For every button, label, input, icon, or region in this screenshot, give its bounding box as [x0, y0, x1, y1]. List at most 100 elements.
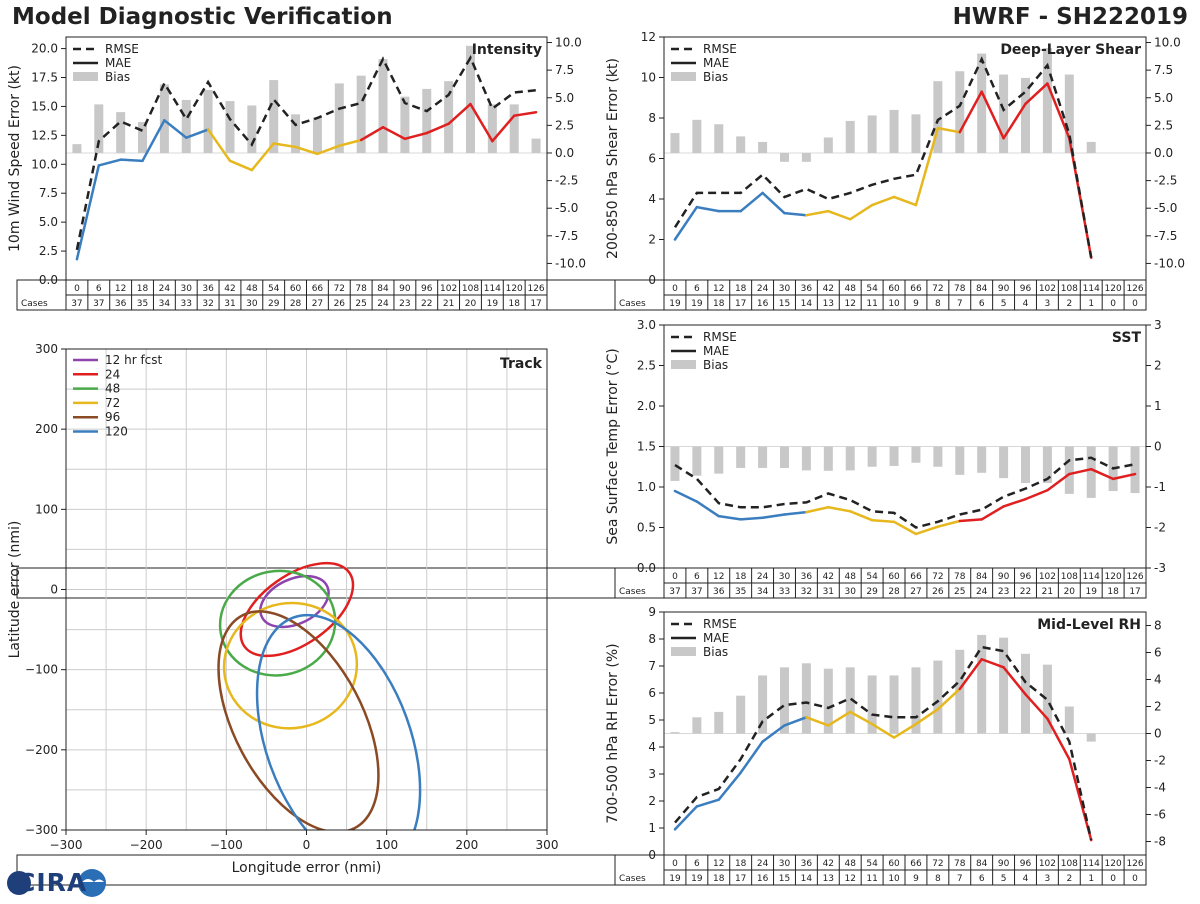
bias-bar	[1021, 78, 1030, 153]
mae-segment	[719, 516, 741, 519]
mae-segment	[960, 519, 982, 521]
y-tick-label: −100	[25, 663, 58, 677]
cases-hour-label: 0	[74, 284, 80, 294]
y2-tick-label: -5.0	[555, 201, 578, 215]
y-tick-label: 2.0	[637, 399, 656, 413]
cases-hour-label: 108	[1061, 859, 1078, 869]
cases-count: 18	[713, 299, 725, 309]
y2-tick-label: 5.0	[555, 91, 574, 105]
cases-hour-label: 12	[713, 572, 724, 582]
legend-label: 96	[105, 410, 120, 424]
legend-label: 48	[105, 382, 120, 396]
y2-tick-label: -10.0	[1154, 256, 1185, 270]
cases-hour-label: 114	[1083, 859, 1100, 869]
cases-hour-label: 72	[932, 572, 943, 582]
y-tick-label: 3.0	[637, 318, 656, 332]
y-tick-label: 12.5	[31, 128, 58, 142]
cases-hour-label: 108	[1061, 572, 1078, 582]
y2-tick-label: 2	[1154, 700, 1162, 714]
cases-hour-label: 0	[672, 859, 678, 869]
cases-count: 8	[935, 874, 941, 884]
cases-hour-label: 60	[888, 572, 900, 582]
bias-bar	[802, 663, 811, 733]
y-tick-label: 4	[648, 192, 656, 206]
bias-bar	[72, 144, 81, 153]
cases-hour-label: 84	[976, 859, 988, 869]
cases-label: Cases	[619, 587, 646, 597]
bias-bar	[1021, 447, 1030, 483]
bias-bar	[1087, 447, 1096, 498]
cases-hour-label: 42	[823, 859, 834, 869]
cases-hour-label: 90	[998, 859, 1010, 869]
legend-bias-label: Bias	[703, 70, 728, 84]
cases-count: 5	[1001, 874, 1007, 884]
bias-bar	[1065, 447, 1074, 494]
cases-hour-label: 18	[137, 284, 149, 294]
y2-tick-label: -8	[1154, 835, 1166, 849]
y2-tick-label: 10.0	[1154, 36, 1181, 50]
bias-bar	[510, 104, 519, 153]
cases-hour-label: 24	[159, 284, 171, 294]
cases-count: 21	[1042, 587, 1053, 597]
cases-hour-label: 108	[462, 284, 479, 294]
y2-tick-label: 7.5	[555, 63, 574, 77]
y-tick-label: 200	[35, 422, 58, 436]
cases-count: 29	[268, 299, 280, 309]
cases-count: 2	[1066, 874, 1072, 884]
cases-hour-label: 42	[823, 284, 834, 294]
legend-mae-label: MAE	[703, 631, 729, 645]
cases-hour-label: 6	[96, 284, 102, 294]
y2-tick-label: 1	[1154, 399, 1162, 413]
cases-hour-label: 36	[801, 284, 813, 294]
x-tick-label: 300	[536, 838, 559, 852]
cases-count: 19	[487, 299, 499, 309]
y-axis-label: 200-850 hPa Shear Error (kt)	[605, 58, 621, 259]
cases-hour-label: 54	[866, 859, 878, 869]
y2-tick-label: 6	[1154, 646, 1162, 660]
y-axis-label: Sea Surface Temp Error (°C)	[605, 348, 621, 544]
y-tick-label: −200	[25, 743, 58, 757]
mae-segment	[719, 773, 741, 800]
cases-hour-label: 48	[845, 572, 857, 582]
cases-hour-label: 18	[735, 284, 747, 294]
legend-rmse-label: RMSE	[703, 42, 737, 56]
bias-bar	[911, 447, 920, 463]
cases-hour-label: 42	[823, 572, 834, 582]
cases-hour-label: 120	[506, 284, 523, 294]
cases-count: 9	[913, 299, 919, 309]
mae-segment	[77, 165, 99, 259]
y-axis-label: Latitude error (nmi)	[7, 521, 23, 659]
cases-hour-label: 90	[998, 284, 1010, 294]
cases-count: 9	[913, 874, 919, 884]
cases-hour-label: 120	[1105, 572, 1122, 582]
y2-tick-label: 0.0	[1154, 146, 1173, 160]
bias-bar	[868, 115, 877, 153]
bias-bar	[400, 97, 409, 153]
cases-count: 37	[71, 299, 82, 309]
cases-hour-label: 60	[888, 859, 900, 869]
cases-label: Cases	[619, 874, 646, 884]
bias-bar	[890, 675, 899, 733]
mae-segment	[806, 507, 828, 512]
cases-count: 37	[691, 587, 702, 597]
cases-hour-label: 12	[713, 859, 724, 869]
cases-count: 23	[998, 587, 1009, 597]
y-tick-label: 2.5	[637, 359, 656, 373]
bias-bar	[422, 89, 431, 153]
cases-hour-label: 96	[1020, 859, 1032, 869]
y-tick-label: 7	[648, 659, 656, 673]
cases-count: 30	[845, 587, 857, 597]
y2-tick-label: 5.0	[1154, 91, 1173, 105]
legend-bias-swatch	[671, 647, 696, 656]
x-tick-label: −100	[210, 838, 243, 852]
y2-tick-label: 0	[1154, 727, 1162, 741]
cases-count: 18	[713, 874, 725, 884]
bias-bar	[532, 139, 541, 153]
y-tick-label: 0.5	[637, 521, 656, 535]
y2-tick-label: -2	[1154, 754, 1166, 768]
cases-count: 18	[1107, 587, 1119, 597]
cases-count: 31	[823, 587, 834, 597]
cases-label: Cases	[21, 299, 48, 309]
